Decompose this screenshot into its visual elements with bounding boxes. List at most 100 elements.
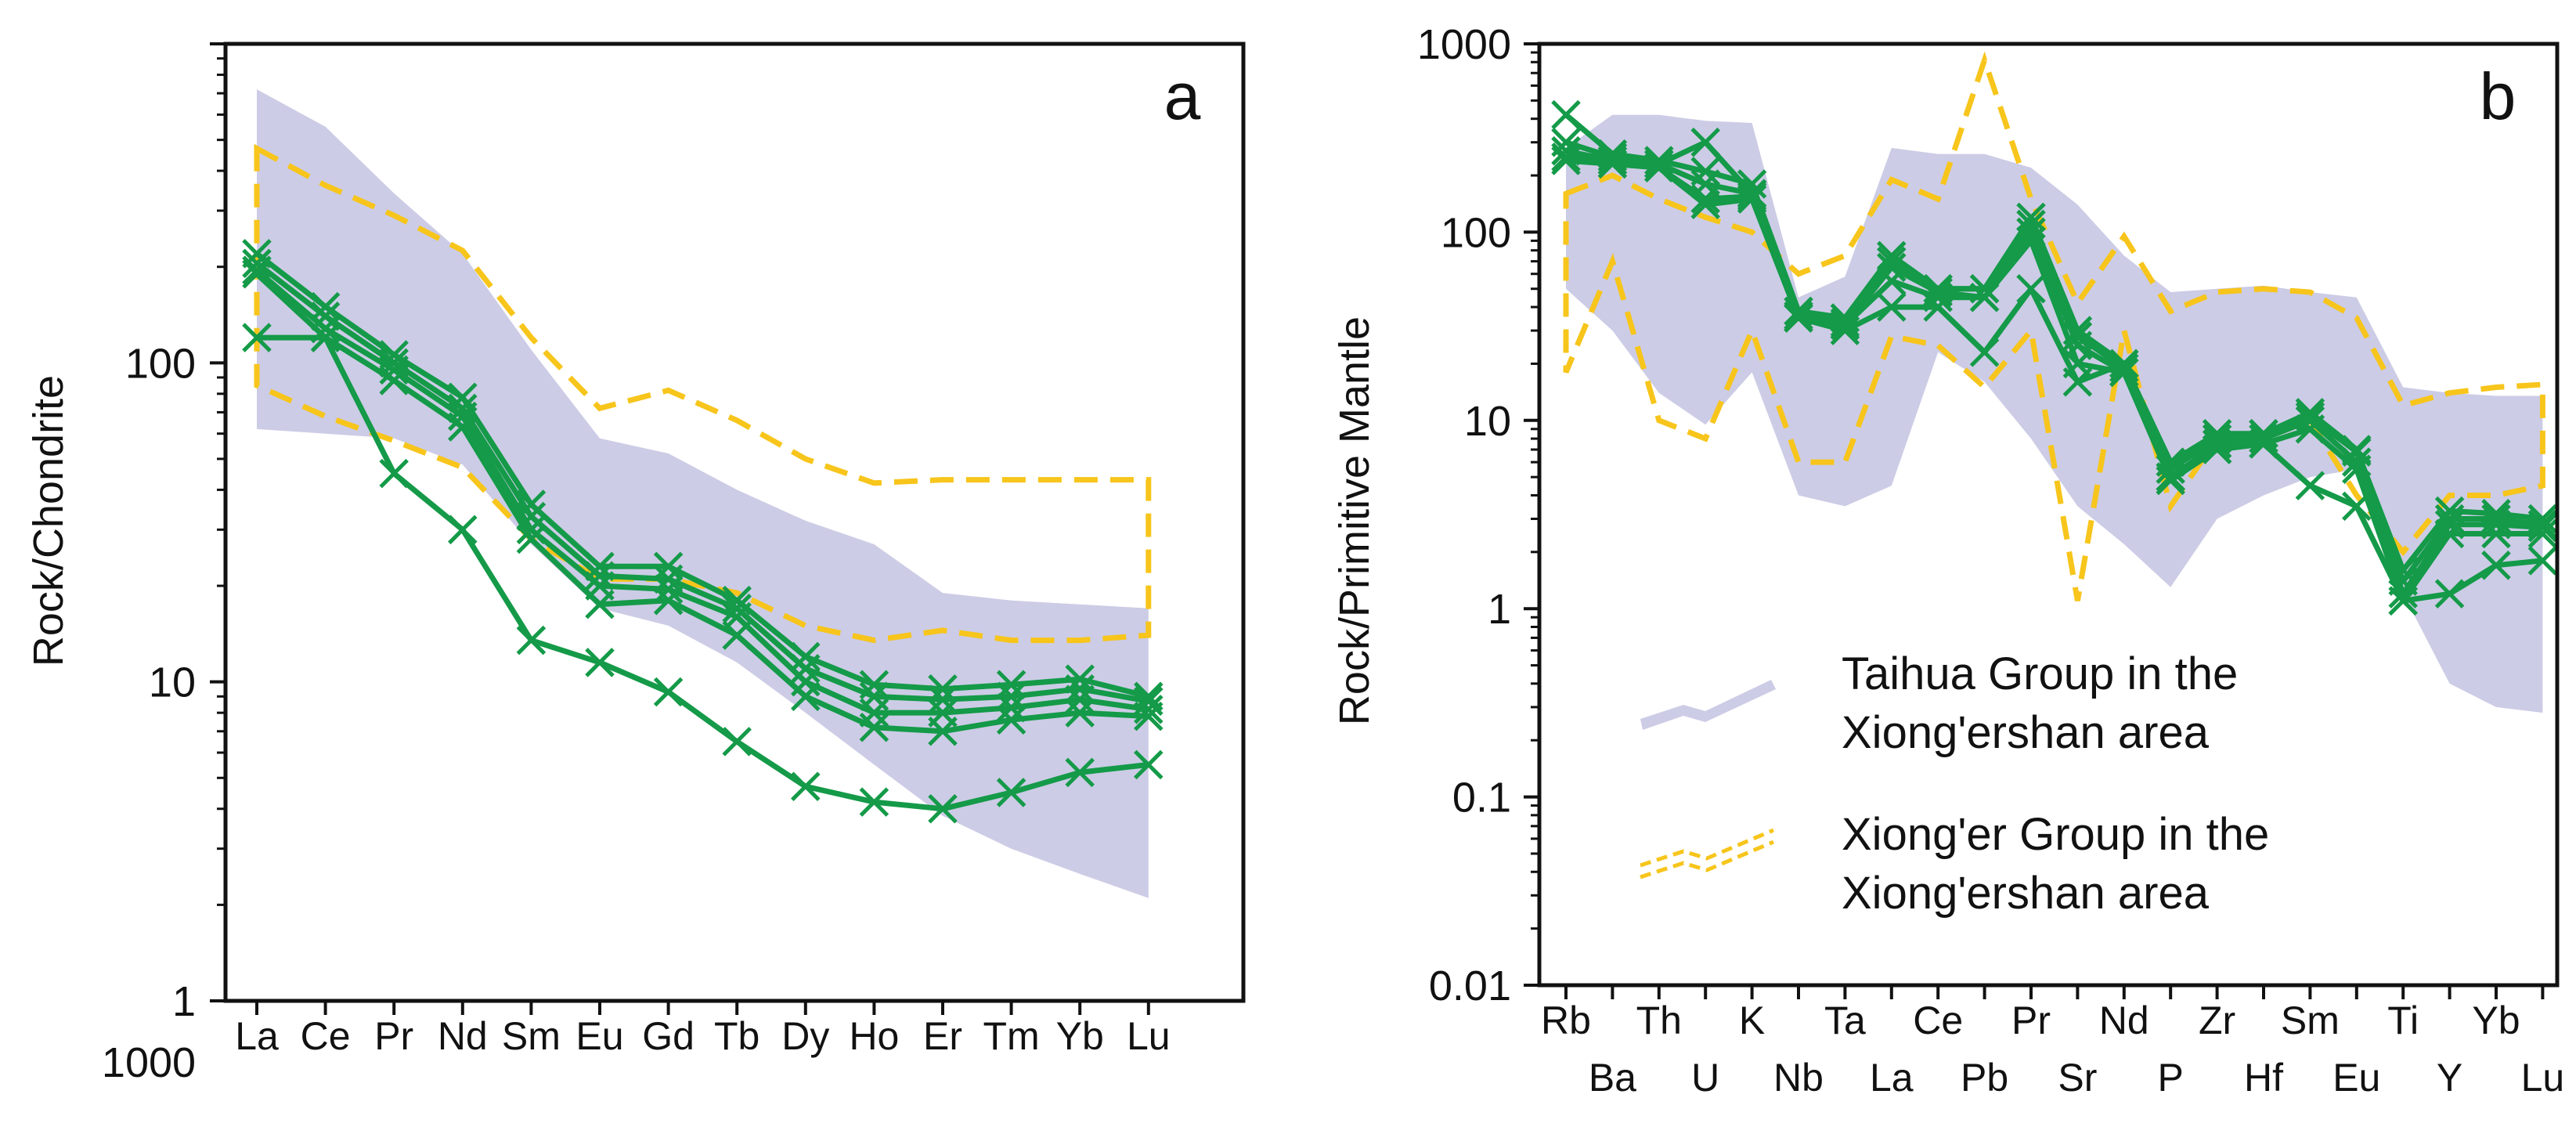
marker-b-4-Sm [2295, 414, 2325, 444]
marker-a-2-Tb [722, 594, 752, 623]
stray-1000-label-a: 1000 [102, 1039, 196, 1086]
marker-b-1-Pr [2016, 202, 2046, 233]
marker-a-4-Gd [653, 585, 684, 616]
taihua-band-a [257, 89, 1149, 898]
xtick-label-a-Pr: Pr [374, 1014, 413, 1058]
legend-swatch-taihua-band [1640, 680, 1776, 730]
marker-b-5-Sr [2062, 367, 2093, 397]
xtick-label-b-La: La [1870, 1056, 1914, 1100]
series-b-5 [1551, 146, 2557, 616]
ytick-label-b-3: 10 [1464, 398, 1511, 445]
marker-a-5-Lu [1134, 749, 1164, 780]
marker-a-4-Ho [859, 713, 889, 742]
marker-a-5-Sm [516, 625, 547, 655]
xtick-label-b-Ta: Ta [1824, 999, 1866, 1042]
marker-b-4-Y [2434, 518, 2465, 549]
marker-a-4-Lu [1134, 701, 1164, 731]
xtick-label-b-P: P [2158, 1056, 2184, 1100]
xtick-label-a-Eu: Eu [575, 1014, 623, 1058]
panel-label-a: a [1164, 60, 1201, 133]
marker-b-3-Pr [2016, 217, 2046, 247]
marker-b-1-Rb [1551, 99, 1581, 130]
marker-b-5-Hf [2249, 429, 2278, 459]
xtick-label-b-Ti: Ti [2387, 999, 2419, 1042]
xtick-label-a-Gd: Gd [642, 1014, 695, 1058]
xtick-label-a-Er: Er [923, 1014, 962, 1058]
xtick-label-b-Sm: Sm [2281, 999, 2340, 1042]
marker-a-5-Ce [310, 323, 341, 352]
marker-b-4-Ba [1597, 146, 1628, 175]
marker-b-3-Eu [2342, 447, 2372, 477]
xtick-label-b-K: K [1739, 999, 1765, 1042]
marker-a-5-Eu [585, 648, 615, 677]
xtick-label-b-Lu: Lu [2521, 1056, 2565, 1100]
ytick-label-b-2: 1 [1488, 586, 1511, 633]
series-line-a-4 [254, 272, 1149, 735]
series-line-b-5 [1565, 157, 2543, 604]
marker-a-4-Nd [448, 412, 478, 442]
marker-a-5-Tb [722, 727, 752, 757]
sample-series-b [1551, 99, 2557, 616]
ytick-label-a-1: 10 [149, 659, 196, 706]
marker-b-5-Nd [2109, 349, 2139, 379]
marker-b-5-Th [1644, 153, 1674, 182]
marker-b-4-Ta [1830, 310, 1860, 341]
xionger-dashed-envelope-b [1563, 51, 2545, 601]
marker-b-4-La [1877, 266, 1907, 296]
marker-b-5-Ba [1597, 149, 1628, 179]
xtick-label-a-Sm: Sm [502, 1014, 561, 1058]
marker-b-5-Lu [2527, 546, 2557, 576]
marker-b-3-Ce [1923, 277, 1953, 307]
xtick-label-b-Th: Th [1636, 999, 1682, 1042]
y-axis-title-b: Rock/Primitive Mantle [1331, 316, 1378, 725]
marker-b-5-Y [2434, 579, 2465, 609]
xtick-label-b-Nb: Nb [1773, 1056, 1824, 1100]
xtick-label-b-Sr: Sr [2058, 1056, 2097, 1100]
marker-a-5-Pr [379, 458, 409, 489]
marker-a-3-Yb [1065, 684, 1095, 715]
marker-b-2-Y [2434, 504, 2465, 534]
ytick-label-b-0: 0.01 [1429, 962, 1511, 1009]
marker-b-5-Ti [2388, 586, 2418, 616]
legend-label-taihua-line1: Taihua Group in the [1842, 648, 2238, 699]
series-a-5 [242, 323, 1164, 824]
marker-a-2-Dy [791, 654, 821, 684]
xtick-label-b-Y: Y [2437, 1056, 2462, 1100]
legend-label-xionger-line1: Xiong'er Group in the [1842, 809, 2269, 860]
xtick-label-a-La: La [235, 1014, 279, 1058]
xtick-label-a-Tm: Tm [983, 1014, 1039, 1058]
y-axis-title-a: Rock/Chondrite [25, 375, 72, 666]
xtick-label-b-Zr: Zr [2199, 999, 2235, 1042]
marker-a-5-Ho [859, 787, 889, 817]
legend: Taihua Group in the Xiong'ershan area Xi… [1640, 648, 2269, 919]
legend-label-xionger-line2: Xiong'ershan area [1842, 868, 2210, 919]
marker-b-4-Rb [1551, 142, 1581, 172]
marker-a-3-Pr [379, 355, 409, 385]
ytick-label-a-0: 1 [172, 978, 196, 1025]
marker-a-3-Nd [448, 401, 478, 432]
marker-b-5-U [1690, 184, 1720, 214]
marker-a-4-Tb [722, 620, 752, 650]
legend-swatch-xionger-dashed-inner [1640, 840, 1774, 879]
marker-b-5-Pb [1969, 338, 2000, 367]
marker-b-5-Yb [2481, 551, 2511, 580]
marker-a-1-Dy [791, 641, 821, 672]
marker-b-5-Zr [2202, 435, 2232, 464]
xionger-dashed-envelope-a [254, 143, 1152, 644]
marker-b-4-Pr [2016, 226, 2046, 256]
marker-a-4-Dy [791, 681, 821, 712]
xtick-label-b-Yb: Yb [2472, 999, 2520, 1042]
ytick-label-a-2: 100 [125, 340, 196, 387]
marker-a-4-Eu [585, 589, 615, 619]
marker-a-4-Yb [1065, 698, 1095, 728]
marker-a-2-Er [928, 684, 958, 715]
marker-a-2-Ce [310, 302, 341, 331]
xtick-label-a-Dy: Dy [781, 1014, 829, 1058]
marker-a-2-Yb [1065, 674, 1095, 704]
marker-b-5-Ta [1830, 316, 1860, 345]
marker-b-5-Sm [2295, 471, 2325, 500]
marker-b-2-U [1690, 127, 1720, 157]
xtick-label-a-Tb: Tb [714, 1014, 759, 1058]
